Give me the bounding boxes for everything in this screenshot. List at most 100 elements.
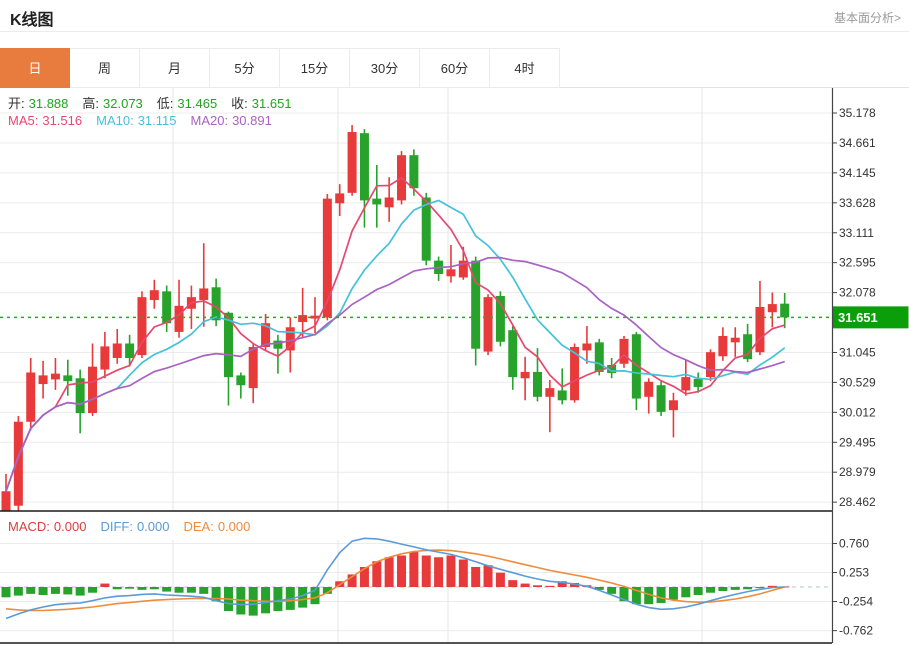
macd-histogram-bar (63, 587, 73, 595)
tab-5min[interactable]: 5分 (210, 48, 280, 88)
candle-body (63, 375, 73, 382)
candle-body (693, 378, 703, 387)
ma-readout: MA5: 31.516 MA10: 31.115 MA20: 30.891 (8, 113, 276, 128)
macd-histogram-bar (545, 585, 555, 587)
candle-body (199, 288, 209, 301)
y-axis-label: 33.628 (839, 196, 876, 210)
close-value: 31.651 (251, 96, 292, 111)
candle-body (545, 388, 555, 397)
tab-week[interactable]: 周 (70, 48, 140, 88)
y-axis-label: 33.111 (839, 226, 874, 240)
macd-histogram-bar (607, 587, 617, 594)
candle-body (26, 372, 36, 422)
y-axis-label: 28.979 (839, 465, 876, 479)
candle-body (483, 297, 493, 352)
macd-histogram-bar (38, 587, 48, 596)
macd-histogram-bar (532, 585, 542, 587)
diff-label: DIFF: (100, 519, 133, 534)
candle-body (137, 297, 147, 356)
candle-body (458, 260, 468, 278)
candle-body (50, 373, 60, 380)
candle-body (298, 315, 308, 323)
tab-30min[interactable]: 30分 (350, 48, 420, 88)
macd-histogram-bar (681, 587, 691, 598)
macd-histogram-bar (112, 587, 122, 590)
candle-body (223, 312, 233, 378)
candle-body (668, 400, 678, 411)
candle-body (471, 260, 481, 349)
candle-body (149, 290, 159, 301)
candle-body (508, 330, 518, 378)
dea-label: DEA: (183, 519, 214, 534)
low-label: 低: (156, 96, 174, 111)
macd-histogram-bar (755, 587, 765, 589)
macd-histogram-bar (174, 587, 184, 593)
candle-body (644, 381, 654, 397)
tab-day[interactable]: 日 (0, 48, 70, 88)
macd-axis-label: 0.253 (839, 566, 869, 580)
candle-body (261, 323, 271, 347)
ma20-line (5, 256, 785, 492)
macd-histogram-bar (13, 587, 23, 596)
candle-body (285, 327, 295, 351)
candle-body (38, 375, 48, 385)
candle-body (656, 385, 666, 412)
macd-histogram-bar (557, 581, 567, 587)
macd-histogram-bar (508, 580, 518, 587)
macd-histogram-bar (1, 587, 11, 598)
candle-body (532, 371, 542, 397)
macd-histogram-bar (483, 565, 493, 587)
ma20-value: 30.891 (232, 113, 272, 128)
current-price-badge (832, 306, 909, 329)
macd-histogram-bar (88, 587, 98, 593)
candle-body (495, 295, 505, 342)
tab-15min[interactable]: 15分 (280, 48, 350, 88)
ma10-label: MA10: (96, 113, 134, 128)
y-axis-label: 35.178 (839, 106, 876, 120)
macd-histogram-bar (471, 566, 481, 587)
fundamental-analysis-link[interactable]: 基本面分析> (833, 11, 901, 25)
candle-body (718, 335, 728, 357)
candle-body (780, 303, 790, 318)
page-title: K线图 (10, 12, 54, 29)
candle-body (359, 133, 369, 201)
ma5-value: 31.516 (42, 113, 83, 128)
macd-histogram-bar (730, 587, 740, 590)
macd-histogram-bar (644, 587, 654, 605)
macd-histogram-bar (298, 587, 308, 608)
macd-axis-label: -0.254 (839, 595, 873, 609)
candle-body (409, 155, 419, 189)
candle-body (767, 304, 777, 313)
y-axis-label: 28.462 (839, 495, 876, 509)
y-axis-label: 30.012 (839, 405, 876, 419)
dea-value: 0.000 (217, 519, 251, 534)
candle-body (570, 346, 580, 401)
tab-month[interactable]: 月 (140, 48, 210, 88)
macd-histogram-bar (384, 557, 394, 587)
macd-axis-label: -0.762 (839, 624, 873, 638)
y-axis-label: 32.078 (839, 286, 876, 300)
macd-histogram-bar (75, 587, 85, 596)
macd-histogram-bar (656, 587, 666, 604)
ma20-label: MA20: (190, 113, 229, 128)
macd-histogram-bar (631, 587, 641, 605)
tab-60min[interactable]: 60分 (420, 48, 490, 88)
ma10-line (5, 199, 786, 492)
macd-histogram-bar (211, 587, 221, 602)
dea-line (5, 549, 785, 612)
candle-body (520, 371, 530, 379)
macd-histogram-bar (199, 587, 209, 594)
candle-body (125, 343, 135, 358)
y-axis-label: 30.529 (839, 375, 876, 389)
candle-body (100, 346, 110, 370)
candle-body (619, 338, 629, 364)
candle-body (236, 375, 246, 386)
macd-histogram-bar (372, 561, 382, 587)
macd-histogram-bar (668, 587, 678, 600)
macd-histogram-bar (495, 572, 505, 587)
high-value: 32.073 (103, 96, 143, 111)
tab-4hour[interactable]: 4时 (490, 48, 560, 88)
candle-body (112, 343, 122, 358)
